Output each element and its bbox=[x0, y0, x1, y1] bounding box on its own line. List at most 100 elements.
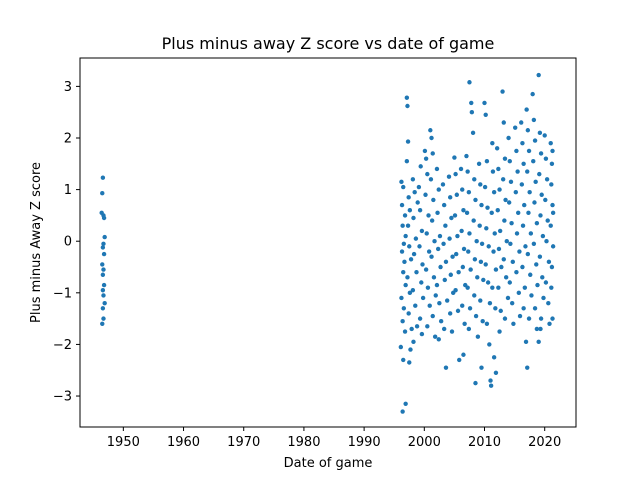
y-tick-label: 3 bbox=[64, 80, 72, 95]
data-point bbox=[525, 128, 531, 133]
data-point bbox=[429, 254, 434, 259]
data-point bbox=[490, 169, 496, 174]
data-point bbox=[488, 383, 494, 388]
data-point bbox=[487, 342, 492, 347]
data-point bbox=[431, 197, 436, 203]
data-point bbox=[101, 293, 106, 298]
data-point bbox=[550, 148, 555, 154]
data-point bbox=[514, 269, 519, 275]
data-point bbox=[526, 316, 532, 321]
data-point bbox=[502, 316, 508, 321]
data-point bbox=[417, 208, 423, 213]
data-point bbox=[520, 223, 526, 228]
data-point bbox=[407, 208, 413, 213]
data-point bbox=[477, 223, 482, 228]
data-point bbox=[100, 272, 106, 277]
data-point bbox=[416, 184, 422, 190]
data-point bbox=[418, 164, 423, 169]
data-point bbox=[507, 280, 512, 285]
data-point bbox=[541, 295, 546, 301]
data-point bbox=[536, 339, 541, 345]
data-point bbox=[426, 249, 432, 254]
data-point bbox=[467, 231, 472, 236]
data-point bbox=[505, 295, 511, 301]
data-point bbox=[446, 174, 452, 179]
y-tick-label: 1 bbox=[64, 183, 72, 198]
data-point bbox=[425, 285, 431, 290]
data-point bbox=[491, 249, 496, 254]
data-point bbox=[540, 275, 545, 280]
data-point bbox=[548, 223, 553, 228]
data-point bbox=[454, 192, 460, 197]
data-point bbox=[481, 277, 486, 283]
data-point bbox=[411, 215, 416, 221]
points-layer bbox=[99, 72, 556, 414]
data-point bbox=[515, 169, 520, 174]
data-point bbox=[453, 288, 458, 293]
data-point bbox=[415, 200, 420, 205]
data-point bbox=[401, 269, 406, 275]
y-tick-label: 2 bbox=[64, 131, 72, 146]
data-point bbox=[420, 262, 425, 267]
data-point bbox=[407, 360, 412, 365]
data-point bbox=[434, 166, 440, 172]
data-point bbox=[479, 365, 484, 370]
data-point bbox=[538, 213, 543, 218]
y-axis-label: Plus minus Away Z score bbox=[29, 162, 44, 323]
data-point bbox=[498, 308, 503, 314]
data-point bbox=[453, 171, 458, 177]
data-point bbox=[491, 355, 497, 360]
data-point bbox=[537, 130, 543, 136]
data-point bbox=[490, 285, 495, 290]
data-point bbox=[478, 298, 483, 303]
data-point bbox=[538, 316, 544, 321]
data-point bbox=[496, 285, 501, 290]
data-point bbox=[543, 197, 548, 203]
data-point bbox=[470, 130, 476, 136]
data-point bbox=[496, 166, 501, 172]
data-point bbox=[519, 182, 525, 187]
data-point bbox=[400, 319, 405, 324]
data-point bbox=[520, 140, 525, 146]
data-point bbox=[411, 251, 417, 257]
data-point bbox=[466, 326, 472, 332]
data-point bbox=[488, 378, 493, 383]
data-point bbox=[444, 298, 450, 303]
data-point bbox=[101, 267, 106, 272]
data-point bbox=[101, 241, 106, 246]
data-point bbox=[508, 179, 514, 185]
data-point bbox=[405, 103, 410, 109]
data-point bbox=[484, 159, 490, 164]
data-point bbox=[458, 166, 464, 172]
data-point bbox=[456, 269, 461, 275]
data-point bbox=[472, 293, 477, 298]
data-point bbox=[517, 249, 522, 254]
data-point bbox=[490, 140, 495, 146]
data-point bbox=[550, 244, 556, 249]
data-point bbox=[402, 259, 407, 265]
data-point bbox=[412, 189, 417, 195]
data-point bbox=[471, 218, 476, 223]
x-tick-label: 1970 bbox=[227, 435, 260, 450]
data-point bbox=[434, 282, 440, 288]
data-point bbox=[448, 272, 453, 277]
data-point bbox=[536, 72, 541, 78]
data-point bbox=[100, 306, 106, 311]
data-point bbox=[447, 236, 452, 241]
data-point bbox=[500, 177, 506, 182]
data-point bbox=[405, 139, 411, 144]
data-point bbox=[484, 321, 490, 326]
data-point bbox=[520, 264, 525, 270]
data-point bbox=[523, 244, 528, 249]
data-point bbox=[538, 151, 544, 156]
data-point bbox=[510, 259, 515, 265]
data-point bbox=[546, 259, 552, 265]
data-point bbox=[482, 184, 488, 190]
data-point bbox=[100, 321, 105, 326]
data-point bbox=[474, 239, 479, 244]
data-point bbox=[401, 184, 406, 190]
data-point bbox=[403, 282, 408, 288]
data-point bbox=[538, 326, 543, 332]
data-point bbox=[495, 208, 500, 213]
